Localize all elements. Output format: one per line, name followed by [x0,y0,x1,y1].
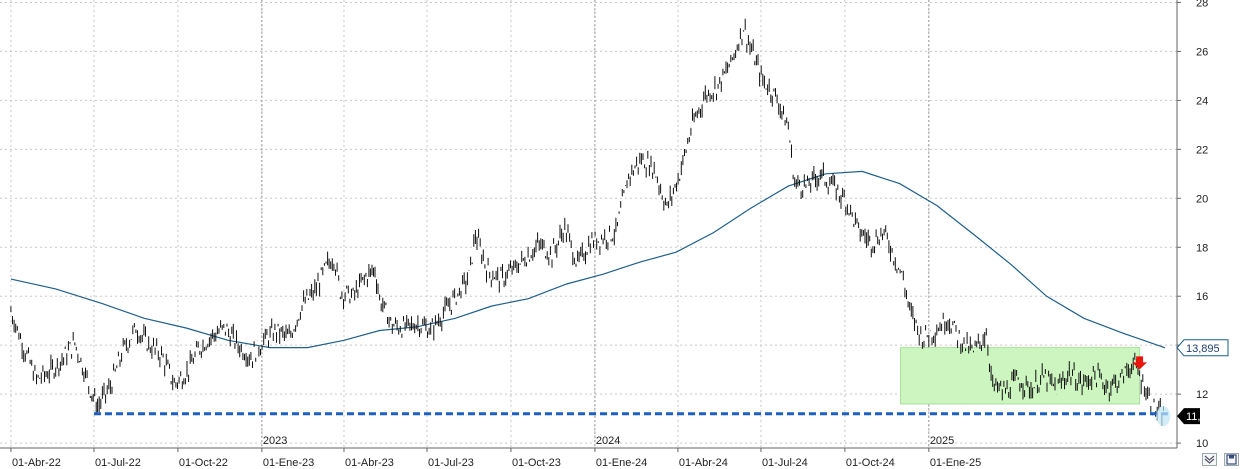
x-tick-label: 01-Abr-23 [345,457,394,469]
x-tick-label: 01-Ene-23 [263,457,314,469]
x-tick-label: 01-Jul-24 [762,457,808,469]
consolidation-box [900,347,1141,405]
x-tick-label: 01-Oct-23 [512,457,561,469]
y-tick-label: 20 [1196,193,1208,205]
moving-average-line [10,170,1166,349]
price-value-tag [1177,408,1200,425]
ma-value-label: 13,895 [1186,343,1220,355]
y-tick-label: 16 [1196,291,1208,303]
y-tick-label: 18 [1196,242,1208,254]
year-label: 2025 [930,435,954,447]
x-tick-label: 01-Jul-23 [428,457,474,469]
y-tick-label: 22 [1196,144,1208,156]
x-tick-label: 01-Abr-22 [12,457,61,469]
year-label: 2024 [596,435,620,447]
save-icon[interactable] [1224,453,1239,466]
last-price-highlight [1156,406,1171,427]
y-tick-label: 26 [1196,46,1208,58]
x-tick-label: 01-Abr-24 [679,457,728,469]
x-tick-label: 01-Ene-25 [930,457,981,469]
year-label: 2023 [263,435,287,447]
y-tick-label: 12 [1196,389,1208,401]
x-tick-label: 01-Ene-24 [596,457,647,469]
ma-value-tag [1176,339,1229,357]
y-tick-label: 10 [1196,438,1208,450]
x-tick-label: 01-Jul-22 [95,457,141,469]
y-tick-label: 28 [1196,0,1208,9]
collapse-chevrons-icon[interactable] [1202,453,1217,466]
sell-arrow-icon [1132,356,1148,370]
x-tick-label: 01-Oct-24 [846,457,895,469]
y-tick-label: 24 [1196,95,1208,107]
price-series [10,18,1164,426]
price-value-label: 11,1 [1186,411,1207,423]
x-tick-label: 01-Oct-22 [179,457,228,469]
